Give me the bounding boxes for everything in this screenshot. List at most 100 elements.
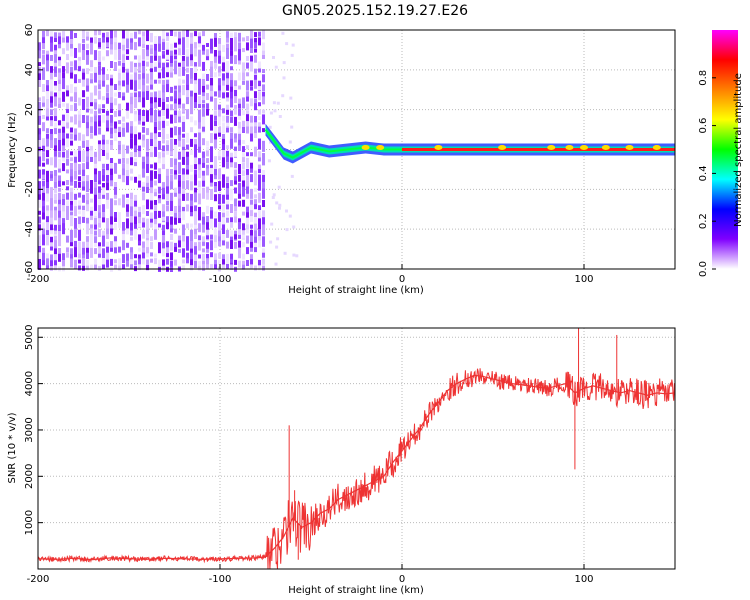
noise-cell-1672 (262, 140, 265, 149)
noise-cell-890 (158, 55, 161, 67)
noise-cell-1359 (218, 222, 221, 232)
noise-cell-1649 (258, 174, 261, 186)
noise-cell-802 (146, 110, 149, 119)
noise-cell-234 (66, 169, 69, 174)
noise-cell-124 (54, 32, 57, 41)
noise-cell-1151 (190, 223, 193, 228)
noise-cell-590 (114, 200, 117, 206)
noise-cell-884 (154, 229, 157, 237)
noise-cell-1211 (198, 170, 201, 179)
noise-cell-64 (46, 80, 49, 86)
noise-cell-465 (98, 144, 101, 156)
noise-cell-475 (98, 223, 101, 227)
noise-cell-1428 (230, 42, 233, 51)
noise-cell-633 (122, 92, 125, 98)
signal-hotspot-9 (652, 145, 661, 151)
noise-cell-751 (138, 180, 141, 188)
noise-cell-352 (82, 241, 85, 253)
noise-cell-397 (90, 108, 93, 114)
noise-cell-660 (126, 102, 129, 113)
noise-cell-391 (90, 60, 93, 68)
noise-cell-1670 (262, 114, 265, 125)
noise-cell-1619 (254, 174, 257, 186)
noise-cell-128 (54, 54, 57, 66)
noise-cell-1478 (234, 206, 237, 212)
noise-cell-905 (158, 174, 161, 184)
noise-cell-1721 (268, 125, 272, 129)
noise-cell-963 (166, 133, 169, 139)
noise-cell-1667 (262, 91, 265, 100)
noise-cell-1187 (194, 234, 197, 239)
noise-cell-283 (74, 114, 77, 125)
noise-cell-195 (62, 48, 65, 55)
noise-cell-479 (98, 253, 101, 258)
noise-cell-1180 (194, 192, 197, 200)
noise-cell-829 (150, 55, 153, 67)
noise-cell-1347 (218, 116, 221, 126)
noise-cell-875 (154, 170, 157, 179)
snr-x-tick-label-0: -200 (27, 574, 50, 585)
noise-cell-681 (130, 61, 133, 73)
noise-cell-1150 (190, 212, 193, 216)
noise-cell-597 (114, 259, 117, 264)
noise-cell-847 (150, 188, 153, 196)
noise-cell-110 (50, 187, 53, 195)
noise-cell-860 (154, 55, 157, 61)
noise-cell-948 (162, 265, 165, 271)
noise-cell-585 (114, 162, 117, 171)
noise-cell-57 (42, 247, 45, 254)
noise-cell-795 (146, 44, 149, 51)
noise-cell-582 (114, 121, 117, 132)
noise-cell-624 (122, 30, 125, 40)
noise-cell-1144 (190, 164, 193, 172)
noise-cell-1390 (222, 240, 225, 246)
noise-cell-1352 (218, 168, 221, 180)
noise-cell-1344 (218, 90, 221, 98)
noise-cell-740 (138, 73, 141, 82)
noise-cell-726 (134, 200, 137, 208)
noise-cell-654 (126, 49, 129, 55)
noise-cell-820 (146, 241, 149, 248)
noise-cell-618 (118, 198, 121, 206)
noise-cell-1563 (246, 193, 249, 199)
noise-cell-1216 (198, 211, 201, 221)
noise-cell-462 (98, 120, 101, 127)
noise-cell-1512 (238, 240, 241, 248)
colorbar-ticks: 0.00.20.40.60.8 (698, 70, 716, 277)
noise-cell-1040 (178, 31, 181, 39)
noise-cell-886 (154, 253, 157, 258)
noise-cell-679 (130, 38, 133, 44)
noise-cell-516 (106, 84, 109, 93)
noise-cell-95 (50, 72, 53, 83)
noise-cell-199 (62, 91, 65, 102)
noise-cell-1171 (194, 133, 197, 138)
noise-cell-1514 (238, 252, 241, 259)
noise-cell-388 (90, 37, 93, 45)
colorbar-tick-label-1: 0.2 (698, 213, 709, 229)
noise-cell-367 (86, 115, 89, 125)
noise-cell-1592 (250, 216, 253, 223)
noise-cell-707 (134, 42, 137, 51)
noise-cell-312 (78, 164, 81, 175)
noise-cell-807 (146, 151, 149, 158)
noise-cell-1253 (202, 264, 205, 270)
noise-cell-1699 (288, 140, 292, 144)
noise-cell-368 (86, 122, 89, 133)
noise-cell-463 (98, 127, 101, 135)
noise-cell-1437 (230, 110, 233, 117)
noise-cell-1348 (218, 126, 221, 137)
noise-cell-656 (126, 68, 129, 76)
noise-cell-1557 (246, 152, 249, 157)
noise-cell-1492 (238, 85, 241, 90)
noise-cell-1713 (275, 201, 279, 205)
noise-cell-423 (94, 98, 97, 103)
noise-cell-457 (98, 84, 101, 90)
noise-cell-1399 (226, 67, 229, 74)
noise-cell-1257 (206, 74, 209, 81)
noise-cell-906 (158, 186, 161, 194)
noise-cell-1228 (202, 79, 205, 89)
noise-cell-834 (150, 84, 153, 90)
noise-cell-923 (162, 92, 165, 102)
noise-cell-96 (50, 79, 53, 91)
noise-cell-1576 (250, 61, 253, 72)
